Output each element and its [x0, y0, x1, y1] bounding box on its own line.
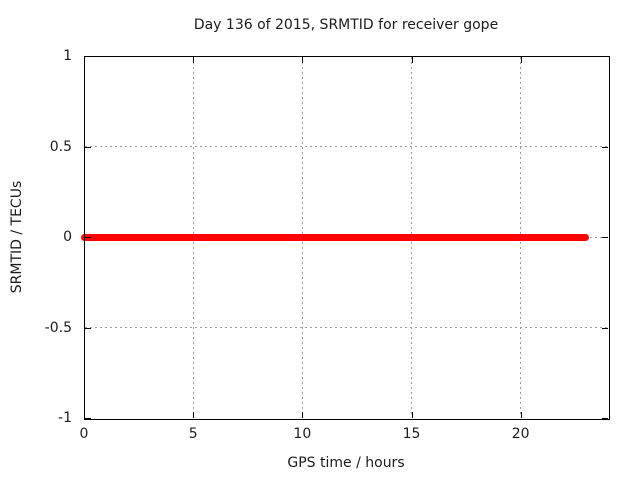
y-tick-mark-right — [602, 327, 608, 329]
x-tick-label: 15 — [402, 426, 421, 442]
x-tick-mark-bottom — [302, 412, 304, 418]
x-tick-mark-top — [84, 57, 85, 63]
y-tick-label: -1 — [58, 410, 72, 426]
series-line-srmtid — [81, 234, 590, 241]
x-tick-mark-top — [520, 57, 522, 63]
x-tick-mark-bottom — [411, 412, 413, 418]
x-tick-mark-top — [193, 57, 195, 63]
y-tick-mark-right — [602, 56, 608, 57]
y-tick-label: 1 — [63, 48, 72, 64]
x-tick-label: 0 — [79, 426, 89, 442]
y-tick-mark-right — [602, 418, 608, 419]
x-tick-mark-top — [411, 57, 413, 63]
y-gridline — [85, 146, 607, 147]
y-tick-mark-left — [85, 237, 91, 238]
x-tick-label: 20 — [511, 426, 530, 442]
x-tick-mark-top — [302, 57, 304, 63]
y-tick-mark-right — [602, 237, 608, 238]
y-tick-mark-left — [85, 327, 91, 329]
x-axis-label: GPS time / hours — [287, 455, 405, 471]
x-tick-mark-bottom — [193, 412, 195, 418]
x-tick-label: 10 — [293, 426, 312, 442]
y-gridline — [85, 327, 607, 328]
x-tick-mark-bottom — [520, 412, 522, 418]
y-tick-label: 0.5 — [49, 138, 72, 155]
y-tick-label: -0.5 — [44, 319, 72, 336]
y-tick-mark-left — [85, 56, 91, 57]
y-tick-mark-right — [602, 146, 608, 148]
y-tick-label: 0 — [63, 229, 72, 245]
chart-title: Day 136 of 2015, SRMTID for receiver gop… — [193, 17, 499, 33]
x-tick-label: 5 — [188, 426, 198, 442]
y-tick-mark-left — [85, 146, 91, 148]
y-tick-mark-left — [85, 418, 91, 419]
